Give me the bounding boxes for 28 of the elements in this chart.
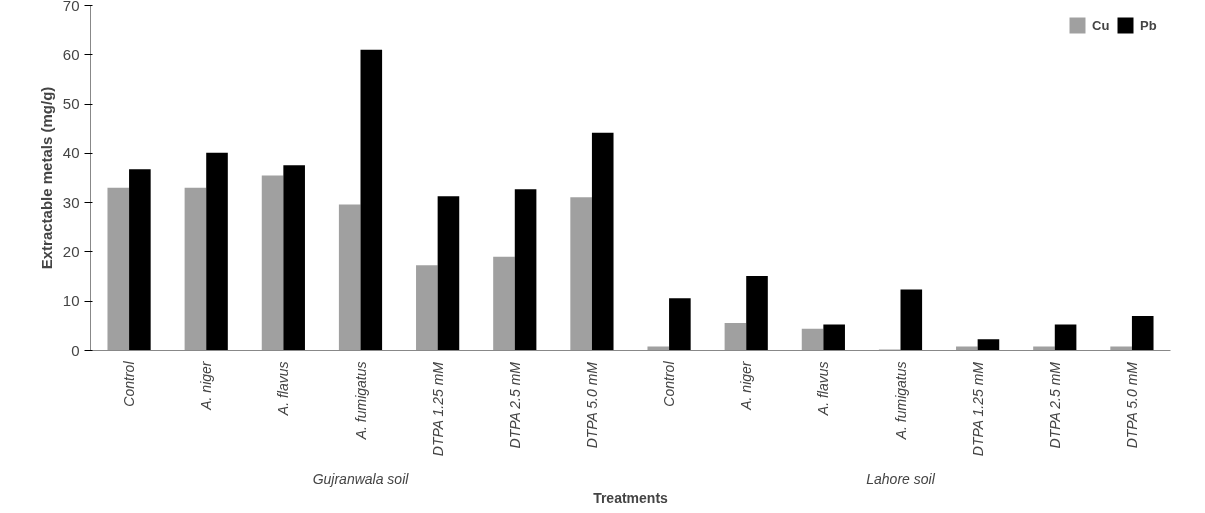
y-tick-label: 10 [62,292,80,310]
x-tick-label: Control [121,360,138,407]
x-tick-label: A. flavus [815,361,832,417]
text: Lahore soil [866,470,936,487]
x-tick-label: DTPA 2.5 mM [1046,361,1063,449]
y-tick-label: 60 [62,45,80,63]
x-axis-title: Treatments [593,489,669,506]
x-tick-label: DTPA 1.25 mM [429,361,446,457]
y-tick-label: 20 [62,242,80,260]
y-axis-title: Extractable metals (mg/g) [37,86,55,270]
y-tick-label: 30 [62,193,80,211]
text: Gujranwala soil [312,470,410,487]
x-tick-label: A. flavus [275,361,292,417]
legend-label: Cu [1092,17,1111,33]
x-tick-label: DTPA 5.0 mM [1123,361,1140,449]
y-tick-label: 0 [71,341,80,359]
y-tick-label: 40 [62,144,80,162]
x-tick-label: DTPA 2.5 mM [506,361,523,449]
y-tick-label: 50 [62,95,80,113]
x-tick-label: A. niger [738,360,755,411]
x-tick-label: A. fumigatus [352,361,369,441]
x-tick-label: Control [661,360,678,407]
x-tick-label: A. niger [198,360,215,411]
x-tick-label: DTPA 1.25 mM [969,361,986,457]
legend-label: Pb [1140,17,1158,33]
y-tick-label: 70 [62,0,80,14]
x-tick-label: A. fumigatus [892,361,909,441]
x-tick-label: DTPA 5.0 mM [583,361,600,449]
